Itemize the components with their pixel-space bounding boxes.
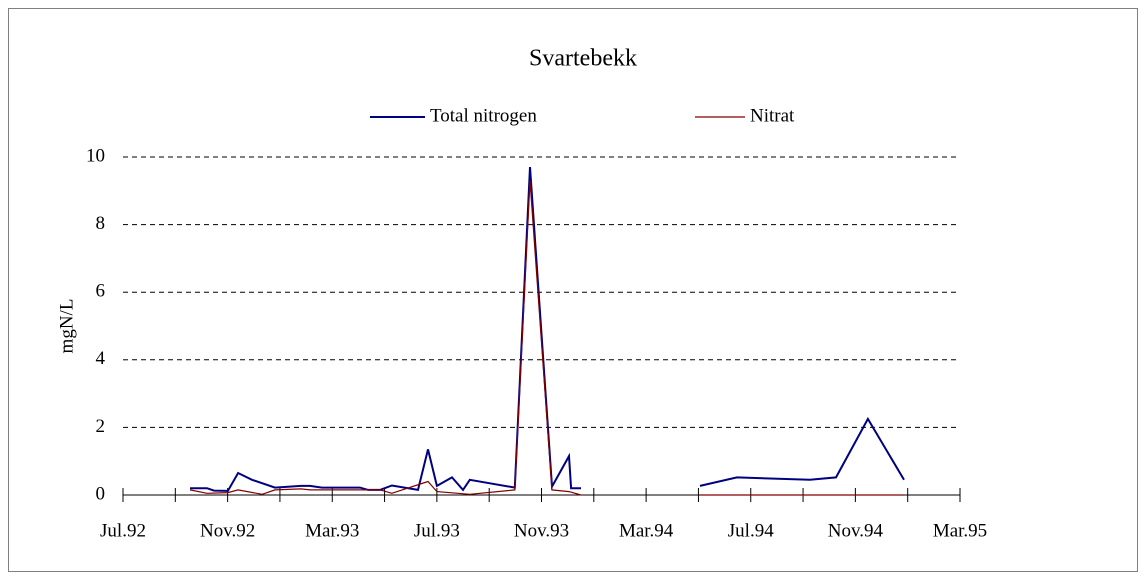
legend-label: Total nitrogen [430,105,537,126]
y-axis-label: mgN/L [56,299,77,354]
y-tick-label: 6 [96,281,106,302]
x-tick-label: Nov.94 [828,520,884,541]
y-tick-label: 4 [96,348,106,369]
chart-border [8,8,1138,572]
x-tick-label: Jul.94 [728,520,774,541]
legend-label: Nitrat [750,105,795,126]
x-tick-label: Mar.94 [619,520,674,541]
y-tick-label: 10 [86,145,105,166]
x-tick-label: Nov.92 [200,520,255,541]
x-tick-label: Mar.93 [305,520,359,541]
series-line [189,180,904,496]
chart-title: Svartebekk [529,46,637,72]
y-tick-label: 0 [96,483,106,504]
x-tick-label: Nov.93 [514,520,569,541]
y-tick-label: 8 [96,213,106,234]
x-tick-label: Jul.92 [100,520,146,541]
x-tick-label: Mar.95 [933,520,987,541]
y-tick-label: 2 [96,416,106,437]
x-tick-label: Jul.93 [414,520,460,541]
